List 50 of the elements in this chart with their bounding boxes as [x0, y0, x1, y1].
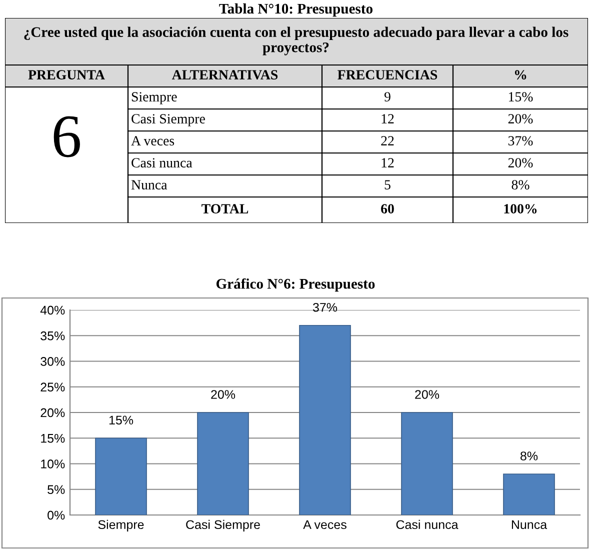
bar: [503, 474, 555, 515]
category-label: A veces: [131, 136, 174, 146]
data-label: 37%: [312, 302, 338, 312]
bar: [401, 412, 453, 515]
y-tick-label: 30%: [40, 357, 65, 366]
bar: [299, 324, 351, 515]
bar: [197, 412, 249, 515]
chart-title: Gráfico N°6: Presupuesto: [216, 278, 375, 292]
text: 37%: [508, 136, 533, 146]
text: 100%: [504, 204, 537, 214]
text: FRECUENCIAS: [338, 70, 438, 80]
x-tick-label: Siempre: [98, 520, 144, 532]
category-label: Casi nunca: [132, 158, 192, 168]
data-label: 20%: [211, 390, 236, 399]
text: 9: [384, 92, 390, 102]
y-tick-label: 20%: [40, 408, 65, 418]
x-tick-label: Nunca: [512, 520, 548, 530]
text: ALTERNATIVAS: [172, 70, 278, 80]
text: 12: [382, 114, 394, 124]
data-label: 8%: [520, 452, 538, 460]
bar: [95, 438, 147, 515]
data-label: 15%: [109, 416, 134, 425]
y-tick-label: 35%: [40, 331, 65, 340]
x-tick-label: A veces: [303, 520, 346, 530]
y-tick-label: 40%: [40, 306, 65, 315]
text: 22: [381, 136, 394, 146]
text: TOTAL: [202, 204, 248, 214]
data-label: 20%: [415, 390, 440, 399]
category-label: Nunca: [131, 180, 168, 190]
text: 60: [381, 204, 394, 214]
y-tick-label: 0%: [48, 510, 65, 520]
text: 8%: [512, 180, 530, 190]
text: 20%: [508, 158, 533, 168]
y-tick-label: 10%: [41, 460, 65, 468]
text: 20%: [508, 114, 533, 124]
x-tick-label: Casi nunca: [396, 520, 458, 530]
text: PREGUNTA: [28, 70, 105, 80]
text: %: [514, 70, 526, 80]
y-tick-label: 15%: [41, 434, 65, 443]
category-label: Casi Siempre: [132, 114, 205, 126]
category-label: Siempre: [132, 92, 177, 104]
y-tick-label: 25%: [40, 382, 65, 392]
text: 5: [384, 180, 390, 190]
text: ¿Cree usted que la asociación cuenta con el presupuesto adecuado para llevar a cabo los proyectos?: [24, 26, 568, 56]
text: 12: [382, 158, 394, 168]
y-tick-label: 5%: [48, 485, 65, 494]
text: 15%: [508, 92, 533, 102]
x-tick-label: Casi Siempre: [186, 520, 260, 532]
text: 6: [54, 116, 80, 158]
text: Tabla N°10: Presupuesto: [219, 3, 373, 17]
